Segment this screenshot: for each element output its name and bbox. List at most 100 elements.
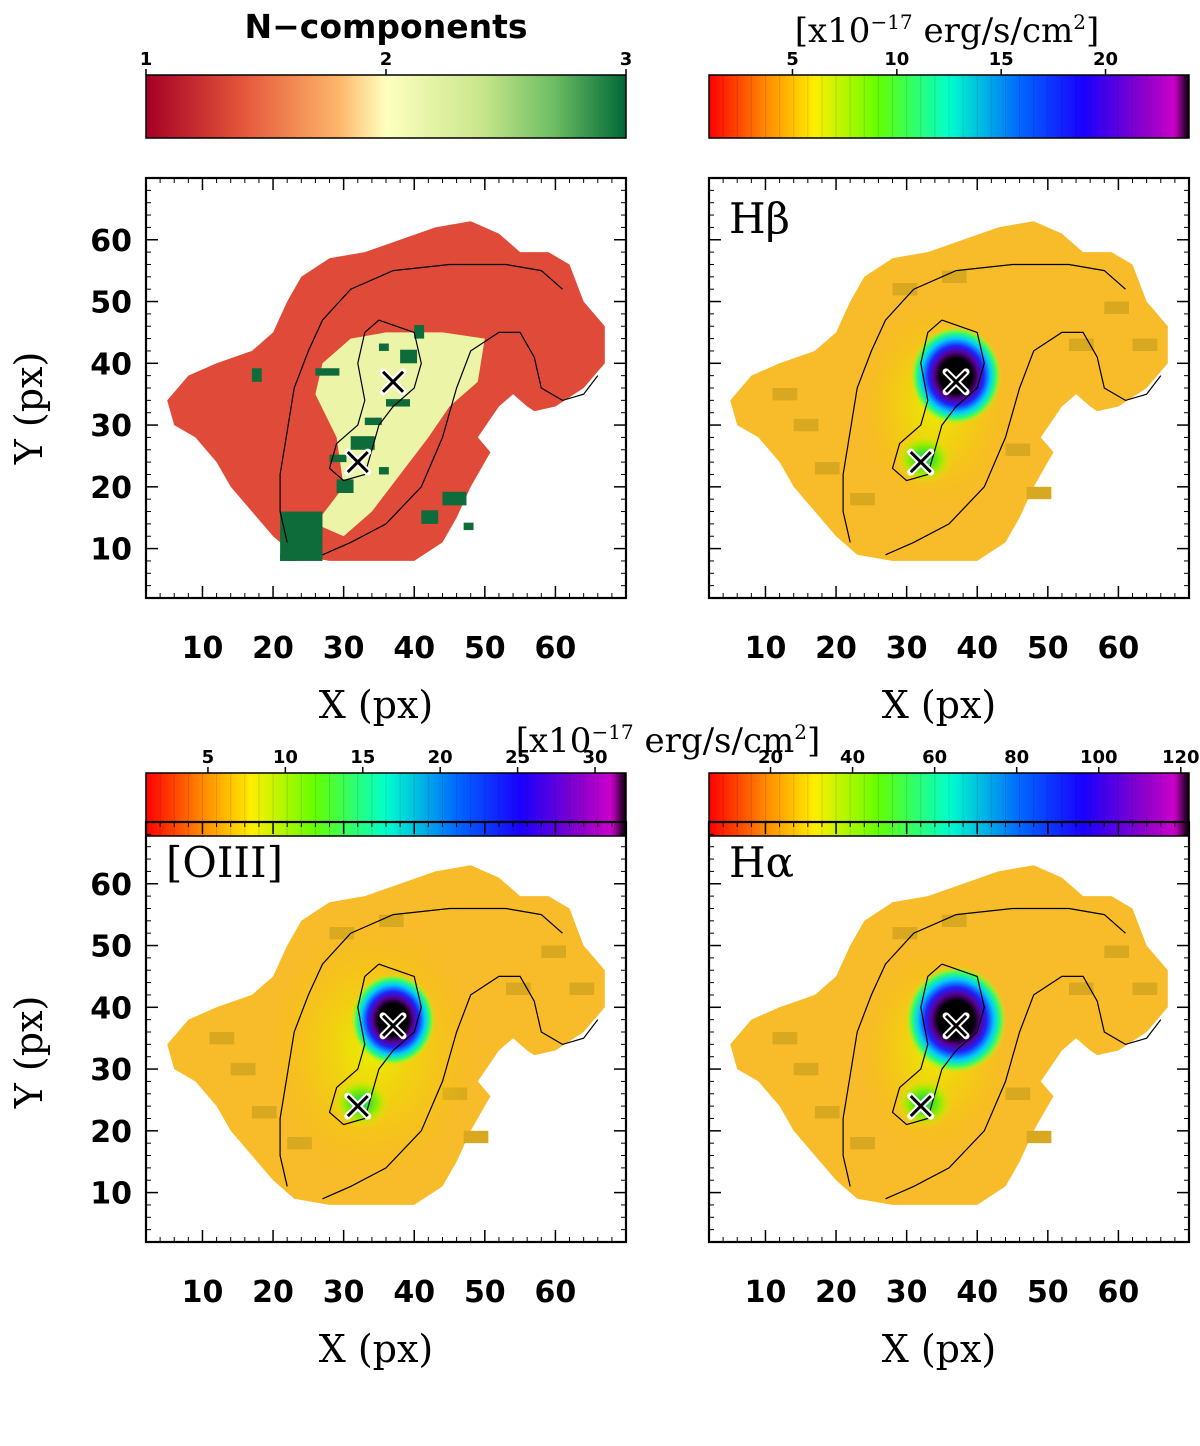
hbeta-faint-pixel (1026, 486, 1052, 500)
hbeta-x-tick-label: 60 (1098, 631, 1140, 666)
hbeta-map (730, 221, 1168, 561)
halpha-faint-pixel (772, 1032, 798, 1045)
oiii-y-tick-label: 60 (90, 868, 132, 903)
oiii-colorbar: 5 10 15 20 25 30 (145, 747, 627, 837)
ncomp-y-tick-label: 40 (90, 347, 132, 382)
ncomp-three-component-pixel (364, 417, 382, 426)
halpha-x-tick-label: 60 (1098, 1275, 1140, 1310)
oiii-nucleus-marker (379, 1012, 407, 1040)
halpha-colorbar-tick-label: 60 (922, 747, 947, 768)
ncomp-contour-arm (322, 331, 599, 556)
ncomp-three-component-pixel (251, 368, 262, 382)
ncomp-three-component-pixel (378, 467, 389, 475)
halpha-x-tick-label: 30 (886, 1275, 928, 1310)
ncomp-x-tick-label: 40 (393, 631, 435, 666)
hbeta-nucleus-marker (942, 368, 970, 396)
ncomp-three-component-pixel (350, 436, 375, 450)
hbeta-x-tick-label: 40 (956, 631, 998, 666)
halpha-contour-inner (891, 963, 985, 1126)
halpha-x-tick-label: 20 (815, 1275, 857, 1310)
ncomp-three-component-pixel (378, 343, 389, 351)
hbeta-panel: 10 20 30 40 50 60 X (px) Hβ (707, 176, 1191, 727)
halpha-colorbar-tick-label: 20 (758, 747, 783, 768)
oiii-colorbar-tick-label: 30 (583, 747, 608, 768)
ncomp-y-tick-label: 60 (90, 224, 132, 259)
ncomp-y-axis-label: Y (px) (7, 352, 51, 466)
halpha-faint-pixel (1132, 982, 1158, 995)
hbeta-data-gap (1040, 394, 1119, 463)
oiii-colorbar-tick-label: 15 (350, 747, 375, 768)
hbeta-faint-pixel (850, 493, 875, 506)
shared-colorbar-title: [x10−17 erg/s/cm2] (516, 720, 821, 761)
hbeta-faint-pixel (1005, 443, 1031, 456)
oiii-faint-pixel (251, 1106, 277, 1119)
halpha-colorbar-tick-label: 100 (1080, 747, 1118, 768)
hbeta-faint-pixel (814, 462, 840, 475)
halpha-colorbar: 20 40 60 80 100 120 (708, 747, 1200, 837)
ncomp-x-tick-label: 10 (182, 631, 224, 666)
oiii-contour-arm (322, 975, 599, 1200)
ncomp-three-component-pixel (463, 522, 474, 531)
ncomp-colorbar-tick-label: 1 (140, 49, 153, 70)
halpha-nucleus-marker (907, 1092, 935, 1120)
oiii-faint-pixel (463, 1130, 489, 1144)
hbeta-nucleus-core (910, 326, 1002, 426)
hbeta-faint-pixel (1104, 301, 1129, 314)
ncomp-y-tick-label: 10 (90, 533, 132, 568)
hbeta-contour-inner (891, 319, 985, 482)
hbeta-colorbar: 5 10 15 20 (708, 49, 1190, 139)
hbeta-faint-pixel (1069, 338, 1094, 351)
halpha-contour-arm (842, 907, 1126, 1187)
ncomp-three-component-pixel (414, 325, 425, 339)
halpha-faint-pixel (793, 1062, 819, 1076)
ncomp-map (167, 221, 605, 561)
ncomp-colorbar-tick-label: 2 (380, 49, 393, 70)
oiii-y-tick-label: 20 (90, 1115, 132, 1150)
halpha-x-axis-label: X (px) (882, 1327, 997, 1371)
halpha-x-tick-label: 40 (956, 1275, 998, 1310)
hbeta-panel-label: Hβ (729, 194, 790, 243)
halpha-x-tick-label: 10 (745, 1275, 787, 1310)
hbeta-colorbar-tick-label: 10 (884, 49, 909, 70)
hbeta-x-tick-label: 50 (1027, 631, 1069, 666)
oiii-contour-arm (279, 907, 563, 1187)
halpha-nucleus-core (905, 965, 1007, 1074)
oiii-colorbar-tick-label: 25 (505, 747, 530, 768)
ncomp-contour-arm (279, 263, 563, 543)
halpha-faint-pixel (850, 1137, 875, 1150)
hbeta-faint-pixel (772, 388, 798, 401)
hbeta-nucleus-marker (907, 448, 935, 476)
oiii-x-tick-label: 30 (323, 1275, 365, 1310)
oiii-nucleus-core (350, 973, 436, 1066)
ncomp-three-component-pixel (329, 454, 347, 463)
ncomp-y-tick-label: 30 (90, 409, 132, 444)
oiii-x-axis-label: X (px) (319, 1327, 434, 1371)
hbeta-x-tick-label: 20 (815, 631, 857, 666)
ncomp-colorbar-tick-label: 3 (620, 49, 633, 70)
ncomp-data-gap (477, 394, 556, 463)
oiii-faint-pixel (569, 982, 595, 995)
ncomp-three-component-pixel (421, 510, 439, 524)
oiii-colorbar-tick-label: 5 (202, 747, 215, 768)
halpha-colorbar-tick-label: 80 (1004, 747, 1029, 768)
ncomp-three-component-pixel (336, 479, 354, 493)
oiii-y-tick-label: 50 (90, 930, 132, 965)
ncomp-y-tick-label: 50 (90, 286, 132, 321)
halpha-colorbar-tick-label: 120 (1162, 747, 1200, 768)
ncomp-x-axis-label: X (px) (319, 683, 434, 727)
oiii-x-tick-label: 20 (252, 1275, 294, 1310)
halpha-colorbar-tick-label: 40 (840, 747, 865, 768)
oiii-faint-pixel (506, 982, 531, 995)
oiii-panel-label: [OIII] (166, 838, 283, 887)
ncomp-three-component-pixel (400, 349, 418, 364)
hbeta-faint-pixel (793, 418, 819, 432)
ncomp-nucleus-marker (379, 368, 407, 396)
oiii-y-tick-label: 30 (90, 1053, 132, 1088)
ncomp-x-tick-label: 30 (323, 631, 365, 666)
oiii-faint-pixel (541, 945, 566, 958)
hbeta-contour-arm (842, 263, 1126, 543)
ncomp-x-tick-label: 20 (252, 631, 294, 666)
oiii-map (167, 865, 605, 1205)
hbeta-colorbar-tick-label: 15 (989, 49, 1014, 70)
ncomp-colorbar-title: N−components (245, 7, 528, 46)
